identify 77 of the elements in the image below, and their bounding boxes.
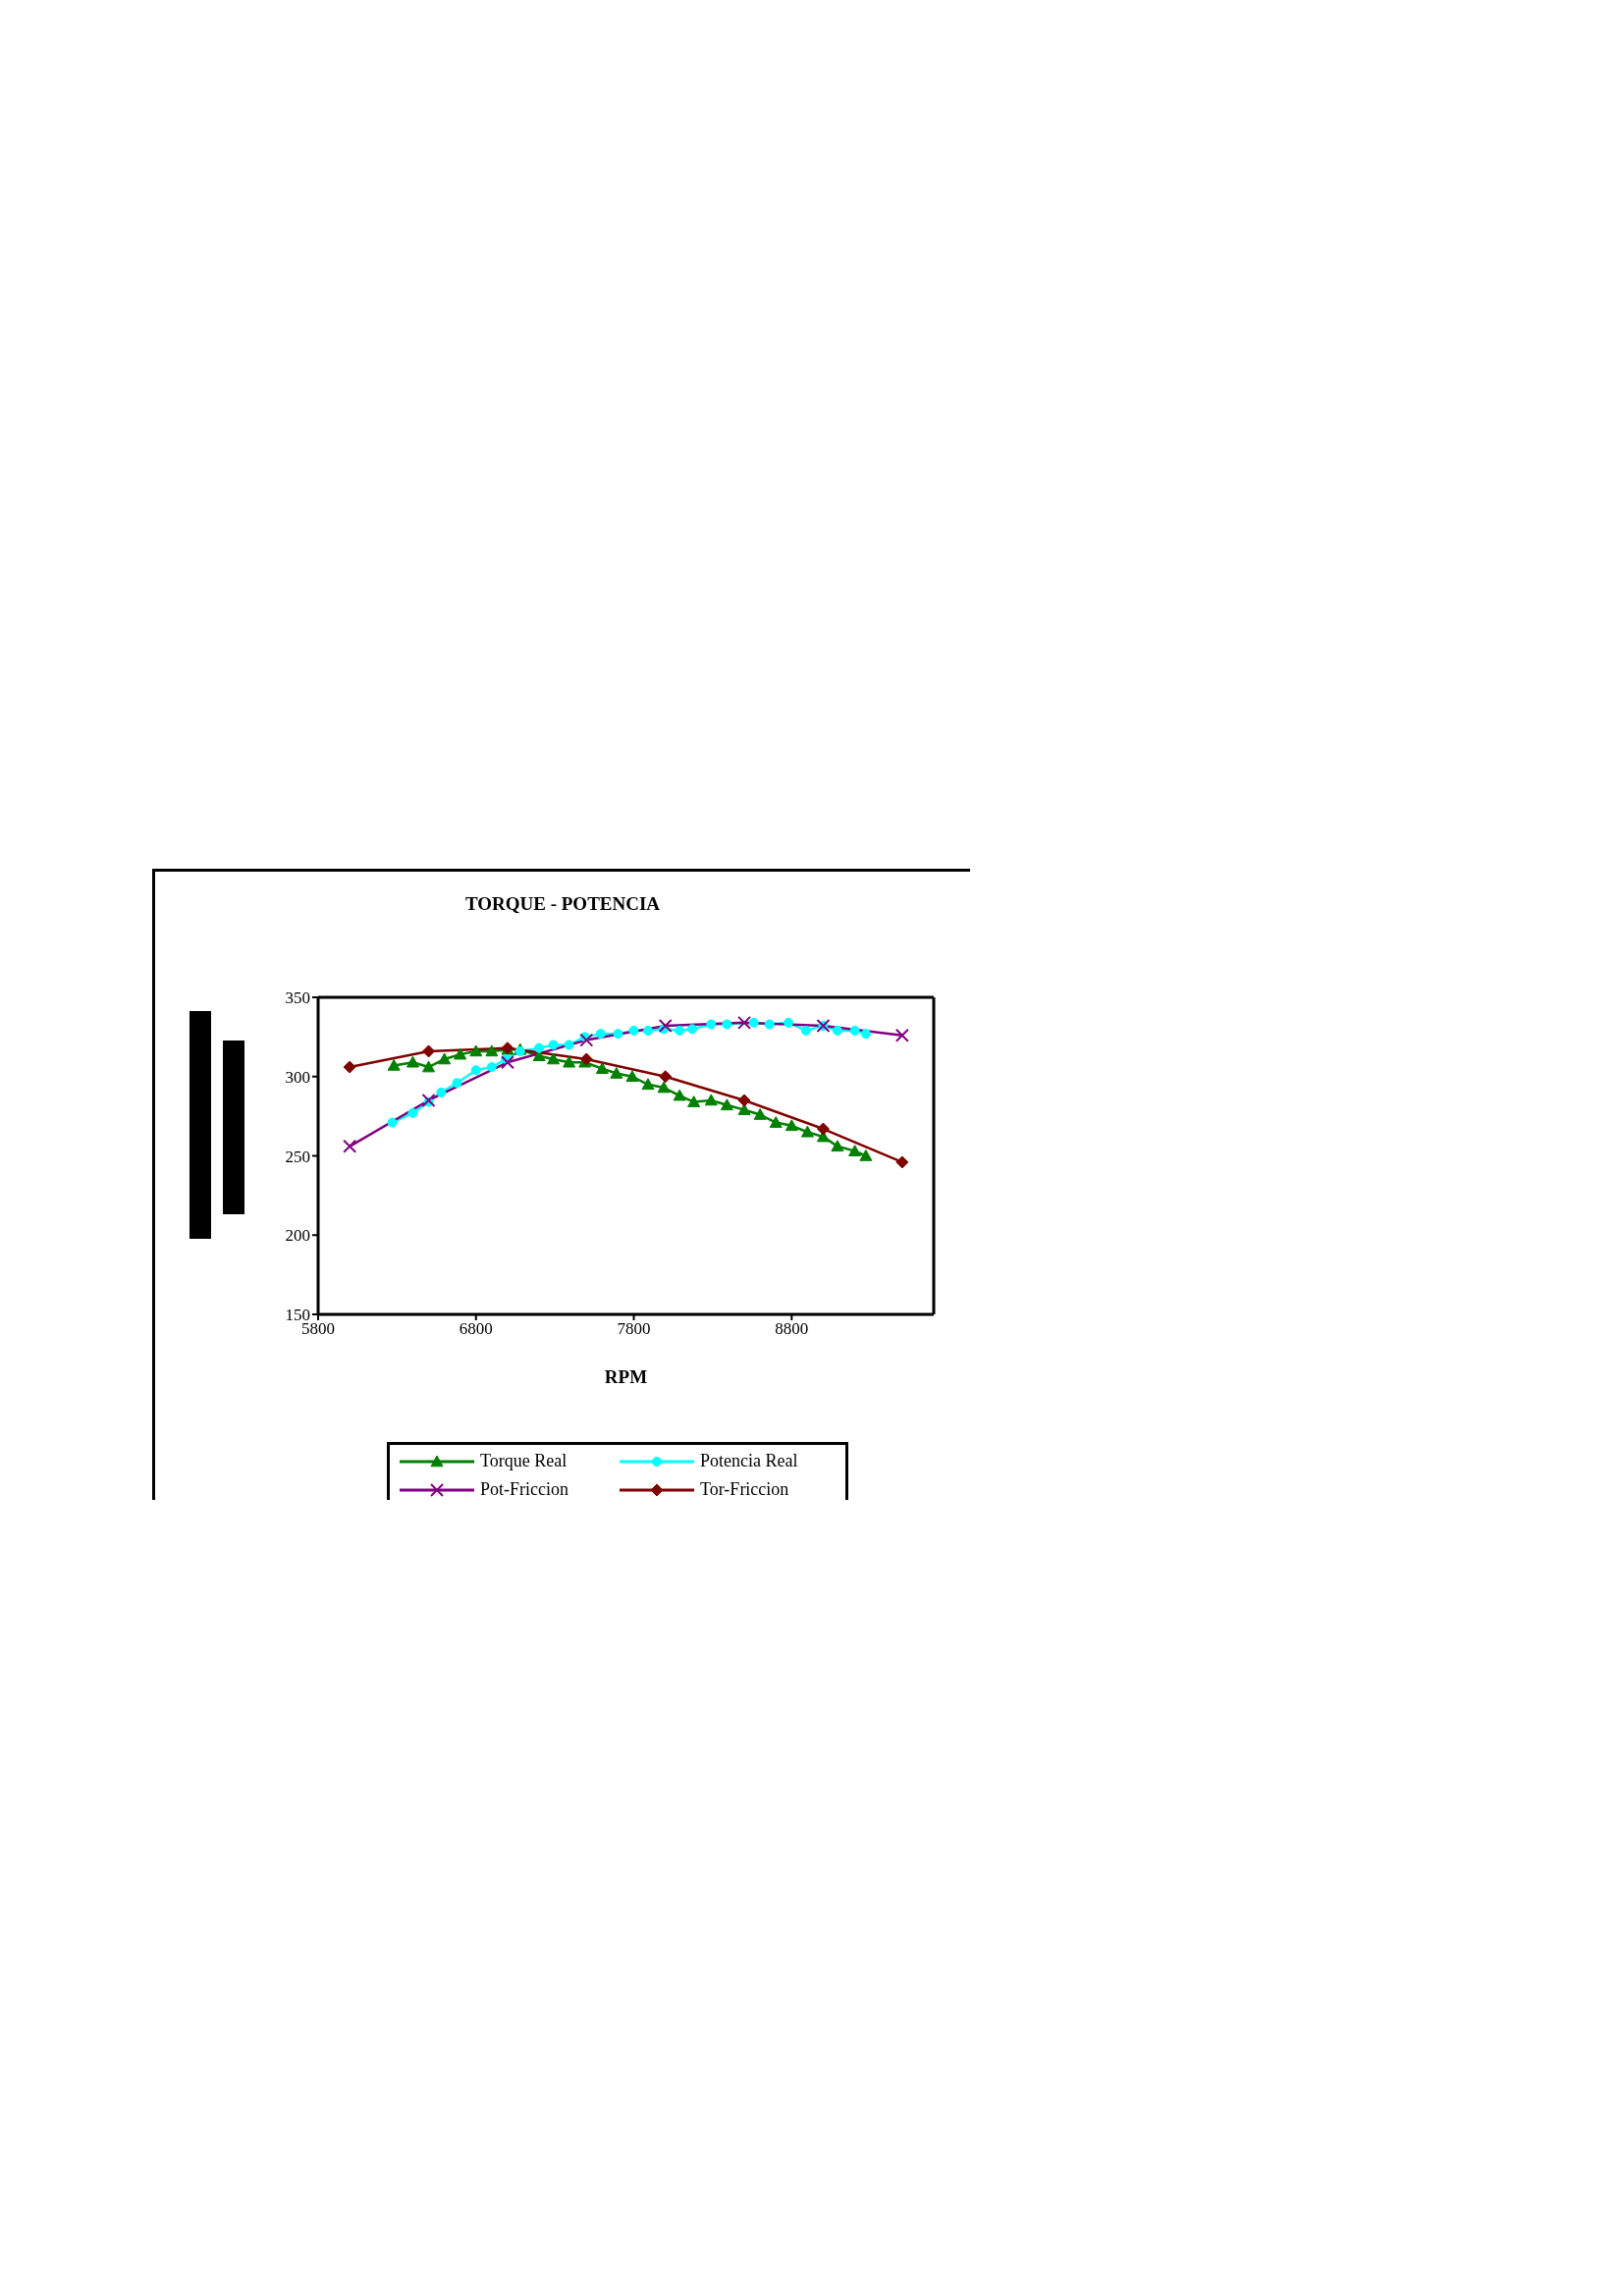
point [737,1094,751,1107]
point [625,1070,639,1083]
point [548,1040,559,1050]
point [452,1078,462,1089]
point [486,1062,497,1073]
point [454,1047,467,1060]
point [595,1062,609,1074]
point [720,1098,733,1111]
point [800,1125,814,1138]
point [422,1060,436,1073]
point [673,1089,686,1101]
point [406,1055,419,1068]
x-tick-label: 5800 [301,1319,335,1339]
y-tick-label: 200 [285,1226,310,1246]
point [500,1055,514,1070]
point [748,1017,759,1028]
point [737,1103,751,1115]
point [641,1078,655,1091]
point [407,1107,418,1118]
point [470,1065,481,1076]
point [469,1044,483,1057]
point [422,1044,436,1058]
y-tick-label: 350 [285,988,310,1008]
point [737,1015,752,1030]
point [704,1094,718,1106]
point [595,1029,606,1040]
point [831,1140,844,1152]
point [753,1108,767,1120]
point [643,1025,654,1036]
y-tick-label: 300 [285,1067,310,1087]
x-tick-label: 8800 [775,1319,809,1339]
point [438,1052,452,1065]
point [658,1019,673,1034]
point [816,1122,830,1136]
point [628,1025,639,1036]
x-tick-label: 6800 [459,1319,493,1339]
y-tick-label: 250 [285,1147,310,1166]
chart-title: TORQUE - POTENCIA [463,893,662,915]
point [387,1058,401,1071]
legend-label: Torque Real [480,1451,568,1471]
point [534,1042,545,1053]
point [613,1029,623,1040]
point [859,1149,873,1161]
legend-label: Pot-Friccion [480,1479,568,1500]
point [610,1067,623,1079]
point [894,1028,909,1042]
point [860,1029,871,1040]
point [659,1070,673,1084]
point [722,1019,732,1030]
point [706,1019,717,1030]
point [849,1025,860,1036]
point [563,1055,576,1068]
legend-label: Tor-Friccion [700,1479,789,1500]
point [848,1145,862,1156]
point [784,1017,794,1028]
point [436,1087,447,1097]
point [687,1095,701,1107]
point [675,1025,685,1036]
point [579,1033,594,1047]
point [421,1093,436,1107]
x-axis-title: RPM [604,1366,648,1387]
point [343,1060,356,1074]
point [784,1119,798,1132]
point [687,1024,698,1035]
x-tick-label: 7800 [617,1319,651,1339]
point [895,1155,909,1169]
point [800,1025,811,1036]
legend-label: Potencia Real [700,1451,798,1471]
point [485,1044,499,1057]
point [832,1025,842,1036]
point [564,1040,574,1050]
point [764,1019,775,1030]
point [547,1052,561,1065]
point [657,1081,671,1094]
point [343,1139,357,1153]
point [387,1117,398,1128]
point [769,1116,783,1128]
